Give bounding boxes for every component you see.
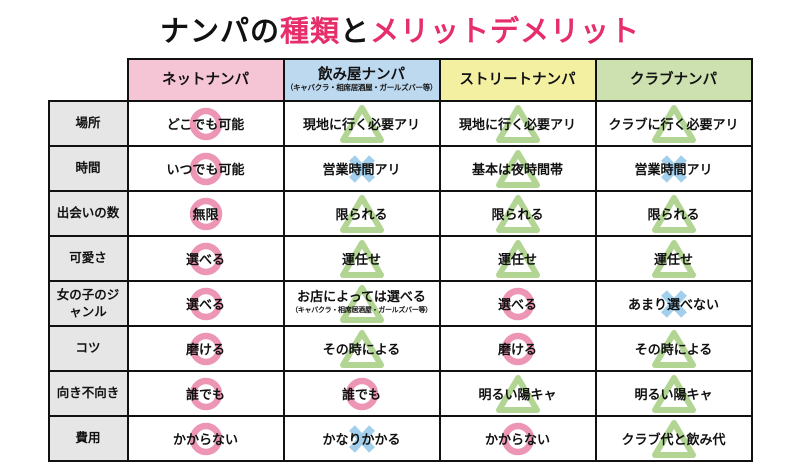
table-cell: 運任せ: [594, 235, 753, 282]
cell-text: 磨ける: [497, 342, 537, 358]
cell-text: 無限: [192, 207, 219, 223]
table-cell: クラブ代と飲み代: [594, 415, 753, 462]
cell-subtitle: （キャバクラ・相席居酒屋・ガールズバー等）: [291, 306, 432, 315]
row-header: 女の子のジャンル: [47, 280, 129, 327]
table-cell: 明るい陽キャ: [438, 370, 597, 417]
table-cell: お店によっては選べる （キャバクラ・相席居酒屋・ガールズバー等）: [282, 280, 441, 327]
table-cell: 選べる: [438, 280, 597, 327]
cell-text: 限られる: [335, 207, 388, 223]
table-cell: どこでも可能: [126, 100, 285, 147]
cell-text: かからない: [172, 432, 238, 448]
column-header-1: ネットナンパ: [126, 58, 285, 102]
table-cell: 運任せ: [282, 235, 441, 282]
cell-text: 磨ける: [185, 342, 225, 358]
cell-text: 選べる: [185, 297, 225, 313]
column-title: ネットナンパ: [162, 71, 249, 88]
row-header: 場所: [47, 100, 129, 147]
cell-text: いつでも可能: [166, 162, 245, 178]
table-cell: 現地に行く必要アリ: [438, 100, 597, 147]
table-cell: 誰でも: [126, 370, 285, 417]
cell-text: お店によっては選べる （キャバクラ・相席居酒屋・ガールズバー等）: [291, 289, 432, 315]
table-cell: 営業時間アリ: [594, 145, 753, 192]
table-cell: 選べる: [126, 235, 285, 282]
row-header: 費用: [47, 415, 129, 462]
table-row: 時間 いつでも可能 営業時間アリ 基本は夜時間帯 営業時間アリ: [47, 145, 753, 192]
cell-text: 運任せ: [653, 252, 693, 268]
cell-text: 選べる: [185, 252, 225, 268]
column-title: 飲み屋ナンパ: [318, 67, 405, 84]
table-cell: その時による: [594, 325, 753, 372]
cell-text: 選べる: [497, 297, 537, 313]
cell-text: 誰でも: [185, 387, 225, 403]
row-header: 出会いの数: [47, 190, 129, 237]
cell-text: 現地に行く必要アリ: [302, 117, 420, 133]
column-title: クラブナンパ: [630, 71, 717, 88]
cell-text: 明るい陽キャ: [478, 387, 557, 403]
column-subtitle: （キャバクラ・相席居酒屋・ガールズバー等）: [285, 83, 438, 93]
table-cell: 限られる: [282, 190, 441, 237]
cell-text: 運任せ: [497, 252, 537, 268]
table-cell: 限られる: [438, 190, 597, 237]
cell-text: どこでも可能: [166, 117, 245, 133]
table-cell: クラブに行く必要アリ: [594, 100, 753, 147]
table-cell: かからない: [126, 415, 285, 462]
cell-text: その時による: [322, 342, 401, 358]
corner-cell: [48, 59, 129, 102]
title-segment-1: ナンパの: [159, 14, 280, 48]
table-cell: 誰でも: [282, 370, 441, 417]
table-cell: かなりかかる: [282, 415, 441, 462]
row-header: 時間: [47, 145, 129, 192]
cell-text: あまり選べない: [627, 297, 719, 313]
cell-text: 営業時間アリ: [322, 162, 401, 178]
table-row: 可愛さ 選べる 運任せ 運任せ 運任せ: [47, 235, 753, 282]
cell-text: 限られる: [491, 207, 544, 223]
header-row: ネットナンパ 飲み屋ナンパ （キャバクラ・相席居酒屋・ガールズバー等） ストリートナン…: [48, 58, 753, 102]
table-cell: 運任せ: [438, 235, 597, 282]
table-cell: 基本は夜時間帯: [438, 145, 597, 192]
cell-text: 明るい陽キャ: [634, 387, 713, 403]
table-cell: 営業時間アリ: [282, 145, 441, 192]
row-header: 可愛さ: [47, 235, 129, 282]
row-header: コツ: [47, 325, 129, 372]
table-cell: 無限: [126, 190, 285, 237]
table-row: 出会いの数 無限 限られる 限られる 限られる: [47, 190, 753, 237]
table-cell: 磨ける: [126, 325, 285, 372]
column-title: ストリートナンパ: [459, 71, 576, 88]
comparison-table: ネットナンパ 飲み屋ナンパ （キャバクラ・相席居酒屋・ガールズバー等） ストリートナン…: [47, 58, 753, 462]
cell-text: かからない: [484, 432, 550, 448]
row-header: 向き不向き: [47, 370, 129, 417]
table-cell: 磨ける: [438, 325, 597, 372]
table-cell: その時による: [282, 325, 441, 372]
cell-text: 限られる: [647, 207, 700, 223]
title-segment-3: と: [340, 14, 371, 48]
column-header-2: 飲み屋ナンパ （キャバクラ・相席居酒屋・ガールズバー等）: [282, 58, 441, 102]
column-header-4: クラブナンパ: [594, 58, 753, 102]
cell-text: 運任せ: [341, 252, 381, 268]
cell-text: かなりかかる: [322, 432, 401, 448]
column-header-3: ストリートナンパ: [438, 58, 597, 102]
cell-text: クラブ代と飲み代: [621, 432, 726, 448]
table-row: コツ 磨ける その時による 磨ける その時による: [47, 325, 753, 372]
table-cell: あまり選べない: [594, 280, 753, 327]
cell-text: 現地に行く必要アリ: [458, 117, 576, 133]
cell-text: その時による: [634, 342, 713, 358]
table-cell: 選べる: [126, 280, 285, 327]
title-segment-2: 種類: [279, 14, 340, 48]
table-row: 場所 どこでも可能 現地に行く必要アリ 現地に行く必要アリ クラブに行く必要アリ: [47, 100, 753, 147]
cell-text: 誰でも: [341, 387, 381, 403]
table-cell: かからない: [438, 415, 597, 462]
title-segment-4: メリットデメリット: [370, 14, 641, 48]
table-cell: 現地に行く必要アリ: [282, 100, 441, 147]
table-row: 向き不向き 誰でも 誰でも 明るい陽キャ 明るい陽キャ: [47, 370, 753, 417]
table-row: 費用 かからない かなりかかる かからない クラブ代と飲み代: [47, 415, 753, 462]
table-cell: 明るい陽キャ: [594, 370, 753, 417]
table-cell: いつでも可能: [126, 145, 285, 192]
table-container: ネットナンパ 飲み屋ナンパ （キャバクラ・相席居酒屋・ガールズバー等） ストリートナン…: [0, 58, 800, 462]
cell-text: 営業時間アリ: [634, 162, 713, 178]
cell-text: 基本は夜時間帯: [471, 162, 563, 178]
cell-text: クラブに行く必要アリ: [608, 117, 739, 133]
page-title: ナンパの種類とメリットデメリット: [0, 8, 800, 50]
table-row: 女の子のジャンル 選べる お店によっては選べる （キャバクラ・相席居酒屋・ガールズバー…: [47, 280, 753, 327]
table-cell: 限られる: [594, 190, 753, 237]
